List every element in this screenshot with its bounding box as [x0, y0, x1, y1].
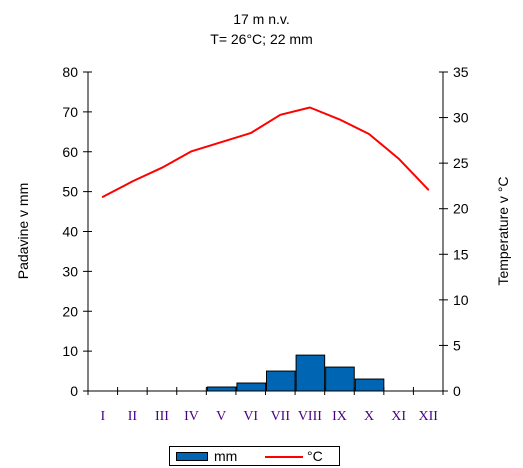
legend-line-label: °C — [307, 448, 323, 464]
x-tick-label: VI — [243, 409, 258, 424]
precip-bar — [295, 354, 326, 392]
x-tick-label: II — [128, 409, 138, 424]
legend-bar-swatch — [176, 452, 208, 461]
precip-bar — [325, 366, 355, 392]
x-tick-label: XI — [391, 409, 406, 424]
y-tick-label: 20 — [62, 303, 78, 319]
precip-bar — [354, 378, 385, 392]
x-tick-label: III — [155, 409, 169, 424]
legend-line-swatch — [265, 456, 303, 458]
precip-bar — [266, 370, 296, 392]
y2-axis-label: Temperature v °C — [495, 176, 511, 286]
precip-bar — [236, 382, 267, 392]
y2-tick-label: 20 — [453, 201, 469, 217]
x-tick-label: VII — [271, 409, 291, 424]
y-tick-label: 80 — [62, 64, 78, 80]
chart-subtitle: T= 26°C; 22 mm — [210, 31, 313, 47]
temperature-line — [101, 106, 430, 198]
y2-tick-label: 5 — [453, 337, 461, 353]
y2-tick-label: 15 — [453, 246, 469, 262]
y2-tick-label: 30 — [453, 110, 469, 126]
chart-title: 17 m n.v. — [233, 11, 290, 27]
legend: mm °C — [169, 446, 340, 466]
x-tick-label: IX — [332, 409, 347, 424]
y2-tick-label: 10 — [453, 292, 469, 308]
x-tick-label: IV — [184, 409, 199, 424]
y-tick-label: 60 — [62, 144, 78, 160]
y-tick-label: 50 — [62, 184, 78, 200]
x-tick-label: VIII — [298, 409, 322, 424]
y-tick-label: 40 — [62, 224, 78, 240]
x-tick-label: X — [364, 409, 374, 424]
y-tick-label: 70 — [62, 104, 78, 120]
y2-tick-label: 25 — [453, 155, 469, 171]
y-axis-label: Padavine v mm — [15, 182, 31, 280]
legend-bar-label: mm — [214, 448, 238, 464]
precip-bar — [206, 386, 237, 392]
x-tick-label: XII — [418, 409, 438, 424]
x-tick-label: V — [216, 409, 226, 424]
x-tick-label: I — [100, 409, 105, 424]
y-tick-label: 30 — [62, 263, 78, 279]
y2-tick-label: 0 — [453, 383, 461, 399]
y2-tick-label: 35 — [453, 64, 469, 80]
y-tick-label: 0 — [70, 383, 78, 399]
y-tick-label: 10 — [62, 343, 78, 359]
